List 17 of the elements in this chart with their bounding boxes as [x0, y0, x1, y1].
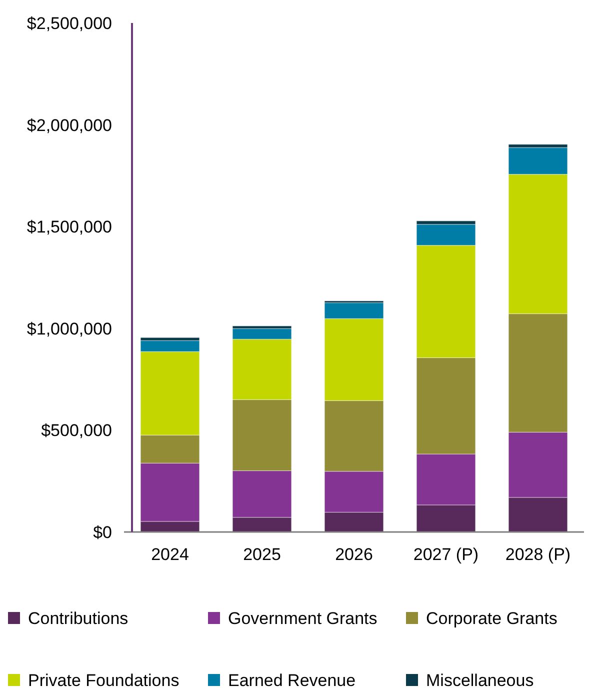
x-tick-label: 2024	[151, 545, 189, 564]
legend-label: Private Foundations	[28, 670, 180, 688]
legend-label: Government Grants	[228, 608, 378, 628]
y-tick-label: $1,500,000	[26, 218, 112, 237]
legend-label: Contributions	[28, 608, 128, 628]
x-tick-label: 2026	[335, 545, 373, 564]
y-tick-label: $2,000,000	[26, 116, 112, 135]
y-tick-label: $500,000	[41, 421, 112, 440]
y-tick-label: $2,500,000	[26, 14, 112, 33]
x-tick-label: 2027 (P)	[413, 545, 479, 564]
legend-label: Earned Revenue	[228, 670, 356, 688]
y-tick-label: $1,000,000	[26, 319, 112, 338]
x-tick-label: 2025	[243, 545, 281, 564]
legend-label: Corporate Grants	[426, 608, 558, 628]
y-tick-label: $0	[93, 522, 112, 542]
x-tick-label: 2028 (P)	[505, 545, 571, 564]
legend-label: Miscellaneous	[426, 670, 534, 688]
